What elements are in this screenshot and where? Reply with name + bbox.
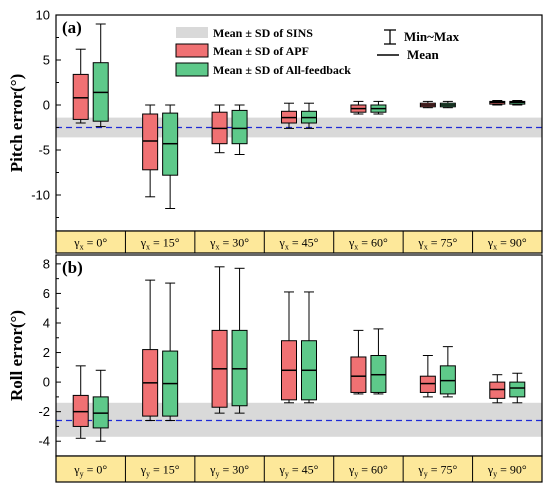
box-apf-3 [281,291,297,404]
category-label: γx = 75° [417,236,457,252]
y-tick-label: -10 [31,188,50,203]
legend-minmax-icon [384,29,396,45]
sins-sd-band [56,402,542,437]
y-tick-label: 0 [43,98,50,113]
y-axis-label: Roll error(°) [7,310,26,401]
box-all-feedback-0 [92,23,109,128]
box-apf-5 [419,100,436,109]
legend-mean-label: Mean [407,47,440,62]
category-label: γy = 75° [417,463,457,479]
category-label: γy = 0° [73,463,107,479]
box-apf-3 [281,102,297,129]
category-label: γx = 45° [279,236,319,252]
box-all-feedback-5 [439,346,456,398]
category-label: γy = 60° [348,463,388,479]
box-apf-4 [350,100,367,115]
box-all-feedback-5 [439,100,456,109]
category-label: γy = 30° [209,463,249,479]
box-all-feedback-3 [301,291,317,404]
legend-apf-label: Mean ± SD of APF [213,44,309,58]
box-apf-6 [489,374,506,404]
legend: Mean ± SD of SINS Mean ± SD of APF Mean … [175,26,460,77]
box-apf-6 [489,100,506,106]
category-label: γx = 0° [73,236,107,252]
legend-all-feedback-swatch [175,62,209,77]
category-label: γy = 45° [279,463,319,479]
panel-pitch: 10 5 0 -5 -10 γx = 0° γx = 15° γx = 30° γx = 45°… [7,8,543,254]
legend-all-feedback-label: Mean ± SD of All-feedback [213,63,351,77]
category-strip [55,455,543,483]
box-body [350,356,367,393]
box-all-feedback-4 [370,100,387,115]
y-tick-label: 4 [43,315,50,330]
category-label: γx = 60° [348,236,388,252]
category-label: γx = 30° [209,236,249,252]
box-body [231,109,248,145]
y-axis-label: Pitch error(°) [7,74,26,173]
box-all-feedback-1 [162,282,179,422]
category-label: γx = 90° [487,236,527,252]
box-all-feedback-4 [370,328,387,395]
box-apf-2 [211,266,228,414]
box-all-feedback-0 [92,369,109,442]
box-body [142,113,159,171]
box-all-feedback-1 [162,104,179,209]
legend-minmax-label: Min~Max [404,29,460,44]
box-body [72,73,89,120]
box-apf-5 [419,355,436,398]
panel-label: (a) [62,18,82,37]
y-tick-label: -5 [38,143,50,158]
y-tick-label: 6 [43,286,50,301]
category-label: γy = 15° [140,463,180,479]
box-all-feedback-6 [509,372,526,404]
box-all-feedback-2 [231,267,248,414]
category-strip [55,230,543,254]
box-all-feedback-3 [301,102,317,129]
y-tick-label: 2 [43,345,50,360]
box-apf-1 [142,104,159,198]
box-all-feedback-2 [231,104,248,155]
legend-sins-swatch [176,27,208,38]
box-body [509,381,526,398]
y-tick-label: 8 [43,256,50,271]
y-tick-label: 5 [43,53,50,68]
category-label: γy = 90° [487,463,527,479]
box-apf-1 [142,279,159,422]
y-tick-label: 0 [43,375,50,390]
legend-apf-swatch [175,43,209,58]
legend-sins-label: Mean ± SD of SINS [213,26,313,40]
box-apf-0 [72,48,89,124]
category-label: γx = 15° [140,236,180,252]
y-tick-label: 10 [36,8,50,23]
panel-roll: 8 6 4 2 0 -2 -4 γy = 0° γy = 15° γy = 30° γy = 45°… [7,254,543,483]
box-apf-2 [211,104,228,154]
box-all-feedback-6 [509,100,526,106]
y-tick-label: -4 [38,434,50,449]
panel-label: (b) [62,258,83,277]
y-tick-label: -2 [38,404,50,419]
box-apf-0 [72,365,89,439]
box-apf-4 [350,329,367,395]
